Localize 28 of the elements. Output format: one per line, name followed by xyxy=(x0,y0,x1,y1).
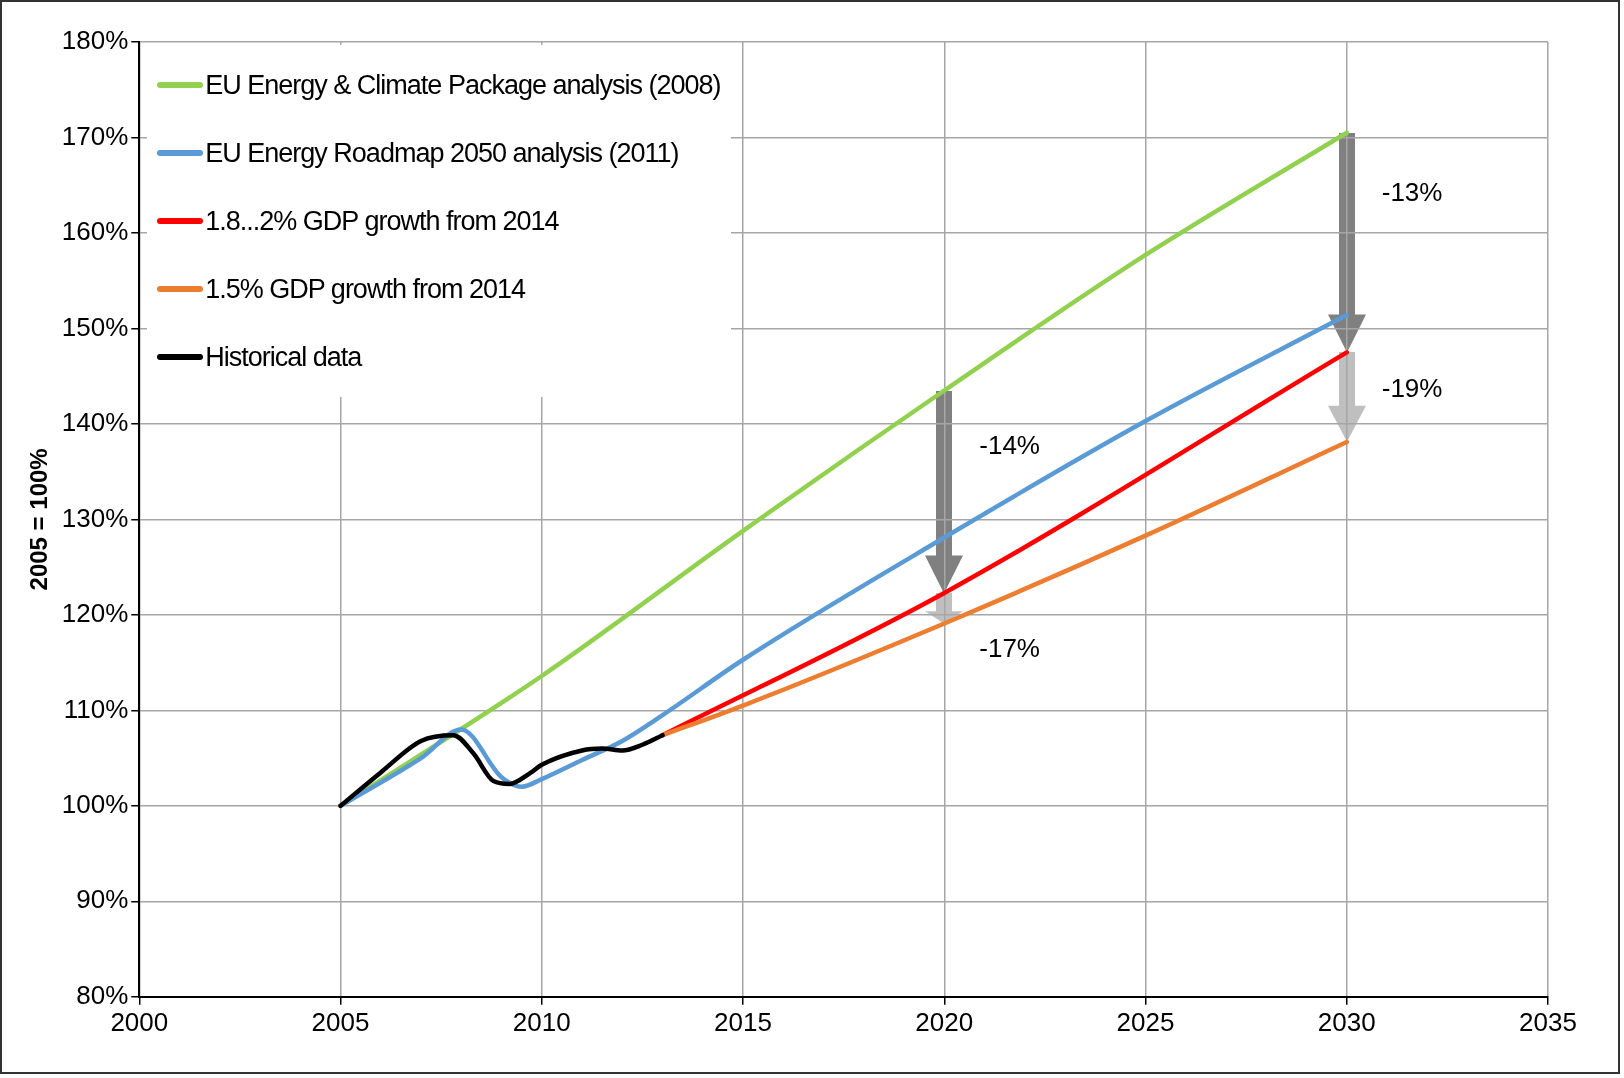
annotation: -17% xyxy=(979,632,1040,664)
x-tick-label: 2025 xyxy=(1116,1006,1175,1037)
y-tick-label: 110% xyxy=(63,693,129,724)
x-tick-label: 2020 xyxy=(915,1006,974,1037)
y-tick-label: 120% xyxy=(61,598,129,629)
y-tick-label: 90% xyxy=(76,884,129,915)
legend-label: EU Energy Roadmap 2050 analysis (2011) xyxy=(205,137,679,169)
annotation: -19% xyxy=(1381,372,1443,404)
legend-label: 1.5% GDP growth from 2014 xyxy=(205,273,525,305)
annotation: -14% xyxy=(979,429,1040,461)
x-tick-label: 2030 xyxy=(1317,1006,1376,1037)
x-tick-label: 2035 xyxy=(1519,1006,1577,1037)
y-tick-label: 180% xyxy=(61,25,129,56)
x-tick-label: 2010 xyxy=(512,1006,571,1037)
y-tick-label: 150% xyxy=(61,311,129,342)
x-tick-label: 2015 xyxy=(714,1006,772,1037)
y-tick-label: 140% xyxy=(61,407,129,438)
legend-label: EU Energy & Climate Package analysis (2008) xyxy=(205,69,721,101)
x-tick-label: 2005 xyxy=(311,1006,370,1037)
y-tick-label: 160% xyxy=(61,216,129,247)
y-tick-label: 130% xyxy=(61,502,129,533)
line-series xyxy=(338,732,665,809)
y-tick-label: 100% xyxy=(61,789,129,820)
y-tick-label: 170% xyxy=(61,120,129,151)
y-axis-title: 2005 = 100% xyxy=(25,448,53,591)
legend-label: Historical data xyxy=(205,341,362,373)
annotation: -13% xyxy=(1381,176,1443,208)
legend-label: 1.8...2% GDP growth from 2014 xyxy=(205,205,559,237)
